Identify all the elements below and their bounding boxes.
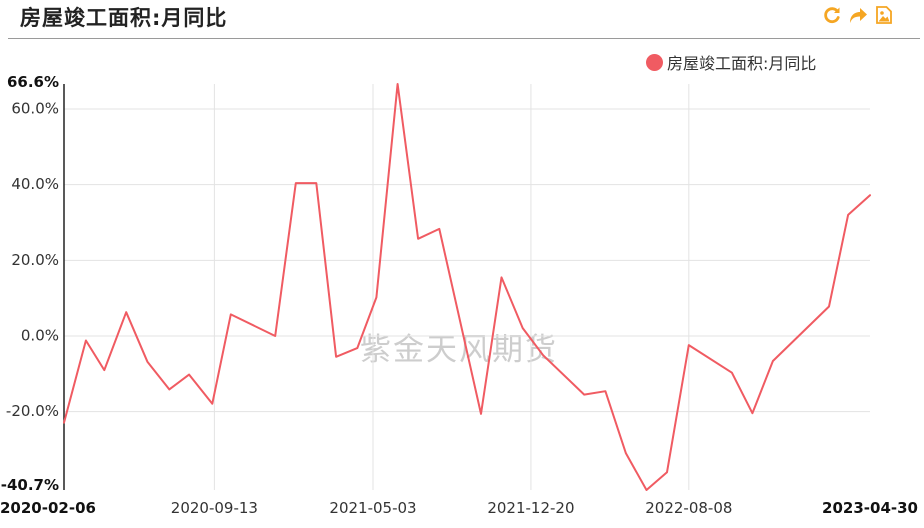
chart-header: 房屋竣工面积:月同比 <box>0 0 924 39</box>
x-tick-label: 2023-04-30 <box>822 499 918 517</box>
y-tick-label: -40.7% <box>1 476 59 494</box>
x-tick-label: 2020-09-13 <box>171 499 258 517</box>
series-line <box>63 83 871 491</box>
y-tick-label: 66.6% <box>7 73 59 91</box>
series-layer <box>63 83 871 491</box>
grid-layer <box>64 84 870 490</box>
y-tick-label: -20.0% <box>6 402 59 420</box>
save-image-icon[interactable] <box>874 5 894 25</box>
header-divider <box>8 38 920 39</box>
x-tick-label: 2021-12-20 <box>487 499 574 517</box>
x-tick-label: 2021-05-03 <box>329 499 416 517</box>
label-layer: 66.6% 60.0% 40.0% 20.0% 0.0% -20.0% -40.7% 2020… <box>0 73 918 517</box>
y-tick-label: 0.0% <box>21 327 59 345</box>
y-tick-label: 20.0% <box>11 251 59 269</box>
legend-item[interactable]: 房屋竣工面积:月同比 <box>646 50 816 74</box>
legend-swatch <box>646 53 663 71</box>
x-tick-label: 2020-02-06 <box>0 499 96 517</box>
y-tick-label: 40.0% <box>11 175 59 193</box>
share-icon[interactable] <box>848 5 868 25</box>
chart-title: 房屋竣工面积:月同比 <box>20 6 228 30</box>
x-tick-label: 2022-08-08 <box>645 499 732 517</box>
refresh-icon[interactable] <box>822 5 842 25</box>
watermark: 紫金天风期货 <box>360 332 558 368</box>
y-tick-label: 60.0% <box>11 99 59 117</box>
legend-label: 房屋竣工面积:月同比 <box>667 54 817 73</box>
chart-toolbar <box>822 5 894 25</box>
